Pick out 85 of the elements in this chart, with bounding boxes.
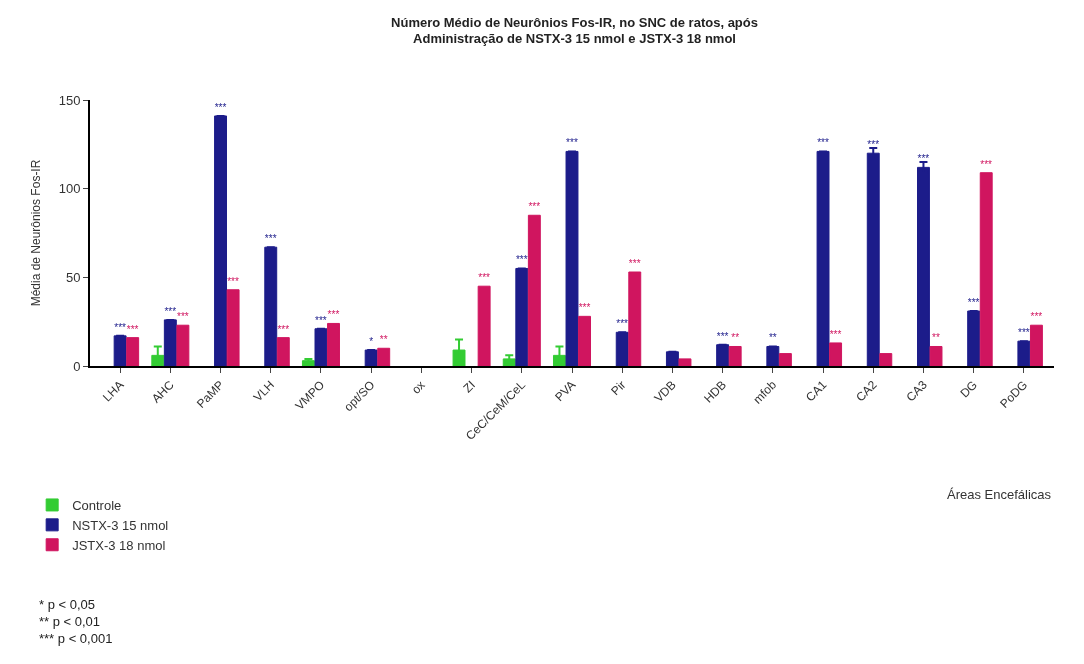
bar [226,289,240,366]
bar [176,324,190,366]
bar [929,345,943,366]
data-label: *** [817,137,829,149]
bar [678,358,692,366]
data-label: * [369,336,374,348]
data-label: *** [829,328,842,340]
data-label: *** [277,323,290,335]
data-label: ** [932,332,940,344]
bar [276,337,290,366]
bar [728,345,742,366]
data-label: *** [126,323,139,335]
bar [778,353,792,366]
bar [967,310,981,366]
bar [979,172,993,366]
data-label: *** [980,158,993,170]
data-label: *** [176,311,189,323]
legend-label: Controle [72,498,122,514]
data-label: *** [566,137,578,149]
bar [665,351,679,366]
bar [327,322,340,366]
data-label: ** [731,332,740,344]
bar [628,271,642,366]
data-label: *** [315,314,327,326]
bar [527,214,541,366]
bar [716,344,730,366]
bar [766,345,780,366]
x-tick-label: CA3 [903,377,931,405]
bar [477,285,491,366]
bar [829,342,843,366]
x-tick-label: Pir [608,377,629,399]
bar [377,347,391,366]
bar [113,335,127,366]
bar [364,349,378,366]
data-label: *** [528,201,541,213]
data-label: ** [768,332,777,344]
bar [565,150,579,366]
data-label: *** [164,305,177,317]
bar [615,331,629,366]
x-tick-label: DG [957,377,981,401]
y-tick-label: 150 [58,92,81,108]
data-label: *** [1017,327,1030,339]
x-tick-label: ox [408,377,428,397]
data-label: *** [1030,311,1043,323]
legend-label: NSTX-3 15 nmol [72,517,169,533]
x-tick-label: VDB [651,377,679,406]
x-tick-label: LHA [100,377,127,405]
chart-title: Número Médio de Neurônios Fos-IR, no SNC de ratos, após Administração de NSTX-3 15 nmol e JSTX-3 18 nmol [391,14,758,47]
bar [163,319,177,366]
data-label: *** [716,330,729,342]
data-label: *** [478,272,491,284]
data-label: *** [616,318,629,330]
data-label: *** [578,302,591,314]
data-label: *** [327,309,340,321]
bar [126,337,140,366]
x-tick-label: VLH [250,377,278,405]
bar [1017,340,1031,366]
x-axis-title: Áreas Encefálicas [947,487,1052,502]
data-label: *** [628,258,641,270]
bar [214,115,227,366]
data-label: *** [515,254,528,266]
y-tick-label: 50 [65,269,81,285]
legend-label: JSTX-3 18 nmol [72,537,166,553]
bar [578,315,592,366]
data-label: *** [227,275,239,287]
bar [264,246,278,366]
data-label: *** [214,101,227,113]
data-label: *** [917,153,930,165]
x-tick-label: CA1 [803,377,830,405]
x-tick-label: PVA [552,377,579,405]
bar [1029,324,1043,366]
data-label: *** [967,297,980,309]
bar [816,150,830,366]
data-label: ** [379,334,388,346]
text: * p < 0,05 ** p < 0,01 *** p < 0,001 [39,597,113,646]
x-tick-label: CA2 [853,377,880,405]
data-label: *** [264,233,277,245]
bar [314,328,328,366]
bar [515,267,529,366]
bar [879,353,893,366]
data-label: *** [114,321,127,333]
y-tick-label: 100 [58,181,81,197]
y-axis-title: Média de Neurônios Fos-IR [29,159,44,307]
data-label: *** [867,139,880,151]
y-tick-label: 0 [73,358,81,374]
